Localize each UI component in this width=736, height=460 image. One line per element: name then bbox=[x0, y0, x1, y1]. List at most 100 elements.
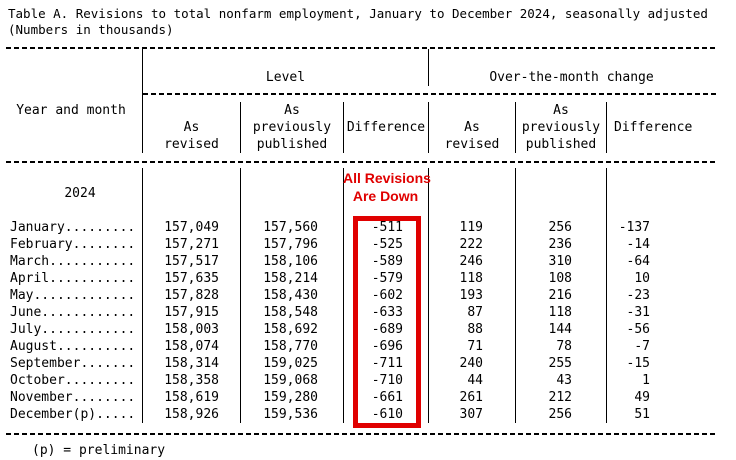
column-header-year-and-month: Year and month bbox=[16, 103, 126, 118]
cell-level-difference: -602 bbox=[343, 287, 428, 304]
column-header-level-previously: previously bbox=[240, 119, 343, 136]
column-header-otm-published: published bbox=[515, 136, 606, 153]
cell-month: December(p)..... bbox=[10, 407, 136, 422]
column-header-level-revised: revised bbox=[142, 136, 240, 153]
cell-level-as-revised: 157,635 bbox=[142, 270, 240, 287]
cell-otm-difference: 51 bbox=[606, 406, 736, 423]
horizontal-rule-header-bottom bbox=[6, 161, 718, 163]
column-header-otm-previously: previously bbox=[515, 119, 606, 136]
cell-otm-as-previously-published: 255 bbox=[515, 355, 606, 372]
spacer-cell bbox=[606, 185, 736, 202]
spacer-cell bbox=[515, 202, 606, 219]
cell-otm-as-revised: 261 bbox=[428, 389, 515, 406]
cell-level-as-revised: 157,517 bbox=[142, 253, 240, 270]
table-row: December(p)..... 158,926 159,536 -610 30… bbox=[0, 406, 736, 423]
column-header-level-as: As bbox=[142, 119, 240, 136]
table-title-line1: Table A. Revisions to total nonfarm empl… bbox=[8, 6, 708, 21]
group-header-level: Level bbox=[142, 69, 428, 86]
table-row: March........... 157,517 158,106 -589 24… bbox=[0, 253, 736, 270]
cell-otm-as-revised: 240 bbox=[428, 355, 515, 372]
cell-otm-difference: 10 bbox=[606, 270, 736, 287]
cell-otm-as-previously-published: 118 bbox=[515, 304, 606, 321]
cell-otm-as-revised: 307 bbox=[428, 406, 515, 423]
cell-otm-as-revised: 246 bbox=[428, 253, 515, 270]
spacer-cell bbox=[428, 168, 515, 185]
cell-level-difference: -589 bbox=[343, 253, 428, 270]
spacer-cell bbox=[0, 69, 142, 86]
table-row: September....... 158,314 159,025 -711 24… bbox=[0, 355, 736, 372]
cell-level-as-previously-published: 159,025 bbox=[240, 355, 343, 372]
cell-level-as-previously-published: 158,430 bbox=[240, 287, 343, 304]
year-row: 2024 bbox=[0, 185, 736, 202]
cell-otm-difference: 1 bbox=[606, 372, 736, 389]
spacer-cell bbox=[142, 168, 240, 185]
horizontal-rule-top bbox=[6, 47, 718, 49]
cell-level-as-previously-published: 159,068 bbox=[240, 372, 343, 389]
cell-level-as-previously-published: 158,692 bbox=[240, 321, 343, 338]
spacer-cell bbox=[428, 185, 515, 202]
spacer-cell bbox=[428, 102, 515, 119]
column-header-otm-as: As bbox=[428, 119, 515, 136]
header-sub-row-2: As previously Difference As previously D… bbox=[0, 119, 736, 136]
cell-level-as-revised: 158,619 bbox=[142, 389, 240, 406]
cell-month: August.......... bbox=[10, 339, 136, 354]
cell-otm-difference: -23 bbox=[606, 287, 736, 304]
cell-month: January......... bbox=[10, 220, 136, 235]
cell-level-as-previously-published: 158,214 bbox=[240, 270, 343, 287]
cell-otm-difference: -56 bbox=[606, 321, 736, 338]
spacer-cell bbox=[606, 136, 736, 153]
cell-otm-as-previously-published: 108 bbox=[515, 270, 606, 287]
annotation-line2: Are Down bbox=[352, 188, 419, 204]
cell-level-difference: -579 bbox=[343, 270, 428, 287]
spacer-cell bbox=[606, 202, 736, 219]
spacer-cell bbox=[0, 168, 142, 185]
cell-otm-difference: -15 bbox=[606, 355, 736, 372]
table-title-line2: (Numbers in thousands) bbox=[8, 22, 174, 37]
cell-level-difference: -525 bbox=[343, 236, 428, 253]
cell-otm-difference: 49 bbox=[606, 389, 736, 406]
cell-level-as-revised: 158,314 bbox=[142, 355, 240, 372]
table-row: August.......... 158,074 158,770 -696 71… bbox=[0, 338, 736, 355]
cell-level-difference: -689 bbox=[343, 321, 428, 338]
table-body: 2024 January......... 157,049 157,560 -5… bbox=[0, 168, 736, 423]
spacer-cell bbox=[343, 185, 428, 202]
cell-otm-as-previously-published: 144 bbox=[515, 321, 606, 338]
header-inner-rule-row bbox=[0, 86, 736, 102]
cell-otm-difference: -14 bbox=[606, 236, 736, 253]
cell-level-difference: -711 bbox=[343, 355, 428, 372]
cell-level-as-revised: 158,926 bbox=[142, 406, 240, 423]
header-sub-row-3: revised published revised published bbox=[0, 136, 736, 153]
spacer-cell bbox=[142, 185, 240, 202]
spacer-cell bbox=[428, 49, 736, 69]
column-header-otm-difference: Difference bbox=[606, 119, 736, 136]
cell-level-as-revised: 157,049 bbox=[142, 219, 240, 236]
cell-otm-as-previously-published: 256 bbox=[515, 219, 606, 236]
table-row: February........ 157,271 157,796 -525 22… bbox=[0, 236, 736, 253]
cell-otm-as-revised: 87 bbox=[428, 304, 515, 321]
cell-month: May............. bbox=[10, 288, 136, 303]
header-spacer-row bbox=[0, 49, 736, 69]
annotation-line1: All Revisions bbox=[343, 170, 431, 186]
column-header-otm-revised: revised bbox=[428, 136, 515, 153]
table-header: Level Over-the-month change Year and mon… bbox=[0, 49, 736, 153]
cell-level-as-previously-published: 157,560 bbox=[240, 219, 343, 236]
table-row: January......... 157,049 157,560 -511 11… bbox=[0, 219, 736, 236]
column-header-level-previously-as: As bbox=[240, 102, 343, 119]
spacer-cell bbox=[343, 102, 428, 119]
spacer-cell bbox=[515, 185, 606, 202]
cell-level-as-previously-published: 159,280 bbox=[240, 389, 343, 406]
horizontal-rule-inner bbox=[143, 93, 719, 95]
cell-otm-difference: -31 bbox=[606, 304, 736, 321]
cell-level-difference: -633 bbox=[343, 304, 428, 321]
cell-month: November........ bbox=[10, 390, 136, 405]
cell-otm-as-revised: 222 bbox=[428, 236, 515, 253]
spacer-cell bbox=[142, 202, 240, 219]
cell-level-difference: -661 bbox=[343, 389, 428, 406]
cell-otm-as-revised: 44 bbox=[428, 372, 515, 389]
cell-otm-as-previously-published: 78 bbox=[515, 338, 606, 355]
header-sub-row-1: Year and month As As bbox=[0, 102, 736, 119]
year-label: 2024 bbox=[64, 186, 96, 201]
cell-month: September....... bbox=[10, 356, 136, 371]
table-row: July............ 158,003 158,692 -689 88… bbox=[0, 321, 736, 338]
column-header-otm-previously-as: As bbox=[515, 102, 606, 119]
